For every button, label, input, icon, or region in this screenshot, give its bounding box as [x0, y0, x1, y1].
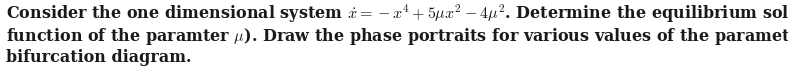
Text: function of the paramter $\mu$). Draw the phase portraits for various values of : function of the paramter $\mu$). Draw th…: [6, 26, 788, 47]
Text: Consider the one dimensional system $\dot{x} = -x^4 + 5\mu x^2 - 4\mu^2$. Determ: Consider the one dimensional system $\do…: [6, 2, 788, 25]
Text: bifurcation diagram.: bifurcation diagram.: [6, 49, 191, 66]
